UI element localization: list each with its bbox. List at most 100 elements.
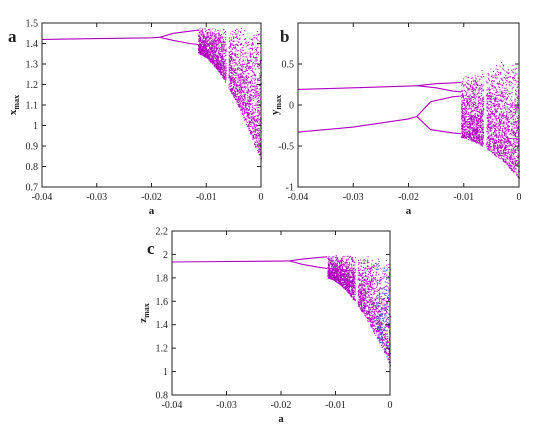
data-point <box>481 77 483 79</box>
data-point <box>506 149 507 151</box>
data-point <box>256 52 258 54</box>
data-point <box>515 90 517 92</box>
data-point <box>210 42 212 44</box>
data-point <box>462 135 464 137</box>
data-point <box>500 100 502 102</box>
data-point <box>477 124 478 126</box>
data-point <box>252 126 253 128</box>
data-point <box>213 36 215 37</box>
data-point <box>487 114 489 116</box>
data-point <box>475 110 477 112</box>
data-point <box>243 44 245 46</box>
data-point <box>239 53 241 55</box>
data-point <box>469 132 471 134</box>
data-point <box>248 76 249 78</box>
data-point <box>215 55 217 57</box>
data-point <box>221 42 223 44</box>
data-point <box>232 40 234 42</box>
data-point <box>479 85 481 87</box>
data-point <box>247 91 249 93</box>
data-point <box>491 88 493 90</box>
data-point <box>504 148 506 150</box>
data-point <box>214 37 216 39</box>
data-point <box>503 147 505 149</box>
data-point <box>241 69 243 70</box>
data-point <box>210 51 212 53</box>
data-point <box>210 59 212 61</box>
data-point <box>243 71 245 72</box>
data-point <box>249 95 251 97</box>
data-point <box>491 112 493 114</box>
data-point <box>515 135 516 137</box>
data-point <box>225 67 227 69</box>
data-point <box>252 135 254 137</box>
data-point <box>510 145 512 147</box>
data-point <box>498 154 500 156</box>
data-point <box>515 139 517 141</box>
data-point <box>250 68 252 70</box>
data-point <box>258 78 260 79</box>
data-point <box>203 42 205 44</box>
data-point <box>478 89 480 91</box>
data-point <box>491 96 493 98</box>
data-point <box>507 140 509 142</box>
data-point <box>241 43 242 45</box>
data-point <box>480 108 482 110</box>
data-point <box>512 155 514 157</box>
data-point <box>207 34 209 36</box>
data-point <box>240 74 242 76</box>
data-point <box>233 83 235 85</box>
data-point <box>205 39 207 41</box>
data-point <box>514 104 516 106</box>
data-point <box>238 98 240 100</box>
data-point <box>506 130 508 132</box>
data-point <box>250 61 252 62</box>
data-point <box>202 37 204 39</box>
data-point <box>496 106 498 108</box>
data-point <box>208 32 210 34</box>
data-point <box>467 101 469 103</box>
data-point <box>499 72 501 74</box>
data-point <box>253 89 255 91</box>
data-point <box>243 114 244 116</box>
data-point <box>252 97 254 99</box>
data-point <box>225 48 227 50</box>
data-point <box>486 126 488 128</box>
data-point <box>481 115 483 117</box>
data-point <box>499 116 501 118</box>
data-point <box>247 115 249 117</box>
data-point <box>474 85 476 87</box>
data-point <box>207 31 209 33</box>
data-point <box>225 31 227 33</box>
data-point <box>213 52 215 54</box>
data-point <box>500 123 502 125</box>
branch-curve-1 <box>416 81 462 87</box>
branch-curve-5 <box>416 116 462 135</box>
data-point <box>507 89 509 91</box>
data-point <box>231 39 233 41</box>
data-point <box>462 111 464 113</box>
data-point <box>501 139 502 141</box>
data-point <box>223 47 225 49</box>
data-point <box>253 85 255 87</box>
data-point <box>244 42 246 44</box>
data-point <box>463 134 465 136</box>
data-point <box>494 138 496 140</box>
data-point <box>472 99 474 101</box>
data-point <box>236 54 238 56</box>
data-point <box>250 70 252 71</box>
data-point <box>254 77 256 79</box>
data-point <box>471 117 472 119</box>
y-tick-label: 0.8 <box>26 162 39 173</box>
data-point <box>209 47 211 49</box>
data-point <box>513 121 515 123</box>
data-point <box>241 105 243 107</box>
data-point <box>466 114 468 116</box>
data-point <box>221 66 223 68</box>
data-point <box>461 117 463 119</box>
data-point <box>483 132 484 134</box>
data-point <box>461 83 463 85</box>
data-point <box>502 132 504 133</box>
data-point <box>221 59 222 61</box>
data-point <box>207 41 209 42</box>
